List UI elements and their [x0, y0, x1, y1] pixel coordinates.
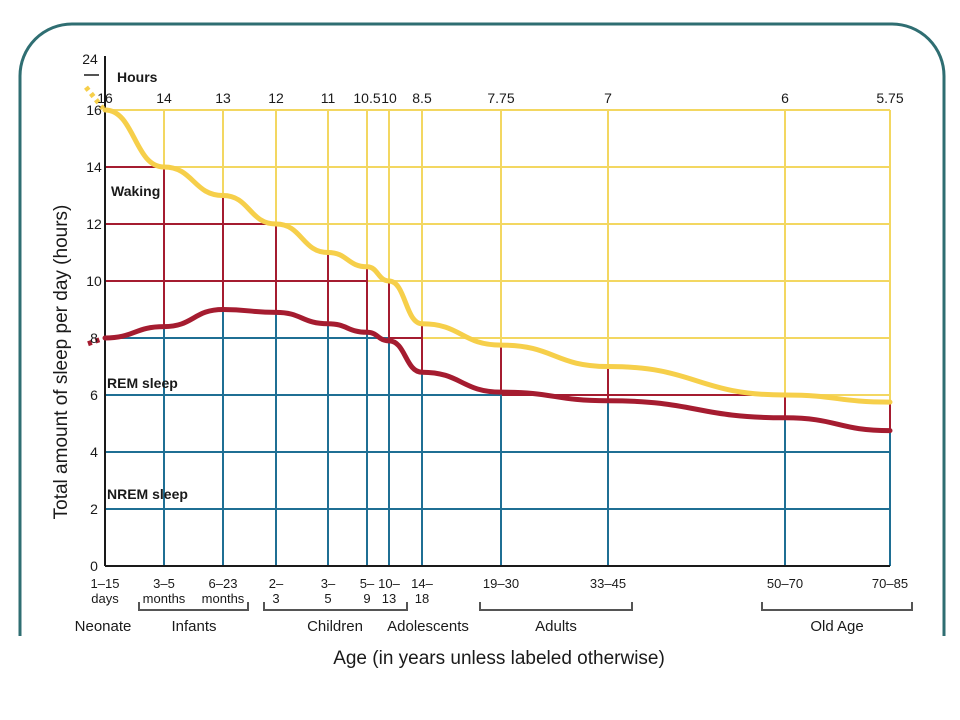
x-tick-11: 70–85	[872, 576, 908, 591]
rounded-frame	[18, 22, 946, 636]
total-sleep-label-2: 13	[215, 90, 231, 106]
rem-curve	[102, 306, 893, 434]
axes	[104, 56, 890, 567]
chart-labels: 24 Hours Waking REM sleep NREM sleep Tot…	[51, 51, 908, 669]
hours-label: Hours	[117, 69, 158, 85]
life-stage-5: Old Age	[810, 618, 863, 635]
x-tick-1: 3–5 months	[143, 576, 186, 606]
vertical-gridlines	[163, 110, 891, 566]
x-tick-2: 6–23 months	[202, 576, 245, 606]
x-tick-7: 14– 18	[411, 576, 433, 606]
y-axis-label: Total amount of sleep per day (hours)	[51, 205, 72, 520]
y-tick-2: 2	[90, 501, 98, 517]
y-tick-16: 16	[86, 102, 102, 118]
bracket-children	[263, 602, 408, 611]
total-sleep-label-7: 8.5	[412, 90, 432, 106]
series-label-rem: REM sleep	[107, 375, 178, 391]
bracket-adults	[479, 602, 633, 611]
x-tick-0: 1–15 days	[91, 576, 120, 606]
y-tick-8: 8	[90, 330, 98, 346]
life-stage-3: Adolescents	[387, 618, 469, 635]
bracket-infants	[138, 602, 249, 611]
total-sleep-label-5: 10.5	[353, 90, 380, 106]
x-tick-9: 33–45	[590, 576, 626, 591]
total-sleep-label-1: 14	[156, 90, 172, 106]
life-stage-2: Children	[307, 618, 363, 635]
total-sleep-label-6: 10	[381, 90, 397, 106]
y-tick-4: 4	[90, 444, 98, 460]
total-sleep-label-10: 6	[781, 90, 789, 106]
x-tick-8: 19–30	[483, 576, 519, 591]
rem-curve-leadin	[87, 336, 104, 347]
x-tick-10: 50–70	[767, 576, 803, 591]
total-sleep-label-4: 11	[321, 90, 336, 106]
series-label-nrem: NREM sleep	[107, 486, 188, 502]
x-tick-3: 2– 3	[269, 576, 284, 606]
waking-curve	[102, 107, 893, 405]
curves	[84, 85, 893, 434]
total-sleep-label-0: 16	[97, 90, 113, 106]
horizontal-gridlines	[105, 109, 890, 510]
y-tick-6: 6	[90, 387, 98, 403]
total-sleep-label-9: 7	[604, 90, 612, 106]
x-tick-5: 5– 9	[360, 576, 375, 606]
series-label-waking: Waking	[111, 183, 160, 199]
x-tick-6: 10– 13	[378, 576, 400, 606]
x-tick-4: 3– 5	[321, 576, 336, 606]
y-tick-0: 0	[90, 558, 98, 574]
life-stage-1: Infants	[171, 618, 216, 635]
total-sleep-label-11: 5.75	[876, 90, 903, 106]
bracket-old-age	[761, 602, 913, 611]
total-sleep-label-3: 12	[268, 90, 284, 106]
life-stage-0: Neonate	[75, 618, 132, 635]
total-sleep-label-8: 7.75	[487, 90, 514, 106]
y-tick-24: 24	[82, 51, 98, 67]
y-tick-12: 12	[86, 216, 102, 232]
x-axis-label: Age (in years unless labeled otherwise)	[333, 648, 665, 669]
life-stage-brackets: Neonate Infants Children Adolescents Adults O…	[75, 602, 913, 635]
y-tick-10: 10	[86, 273, 102, 289]
life-stage-4: Adults	[535, 618, 577, 635]
y-tick-14: 14	[86, 159, 102, 175]
